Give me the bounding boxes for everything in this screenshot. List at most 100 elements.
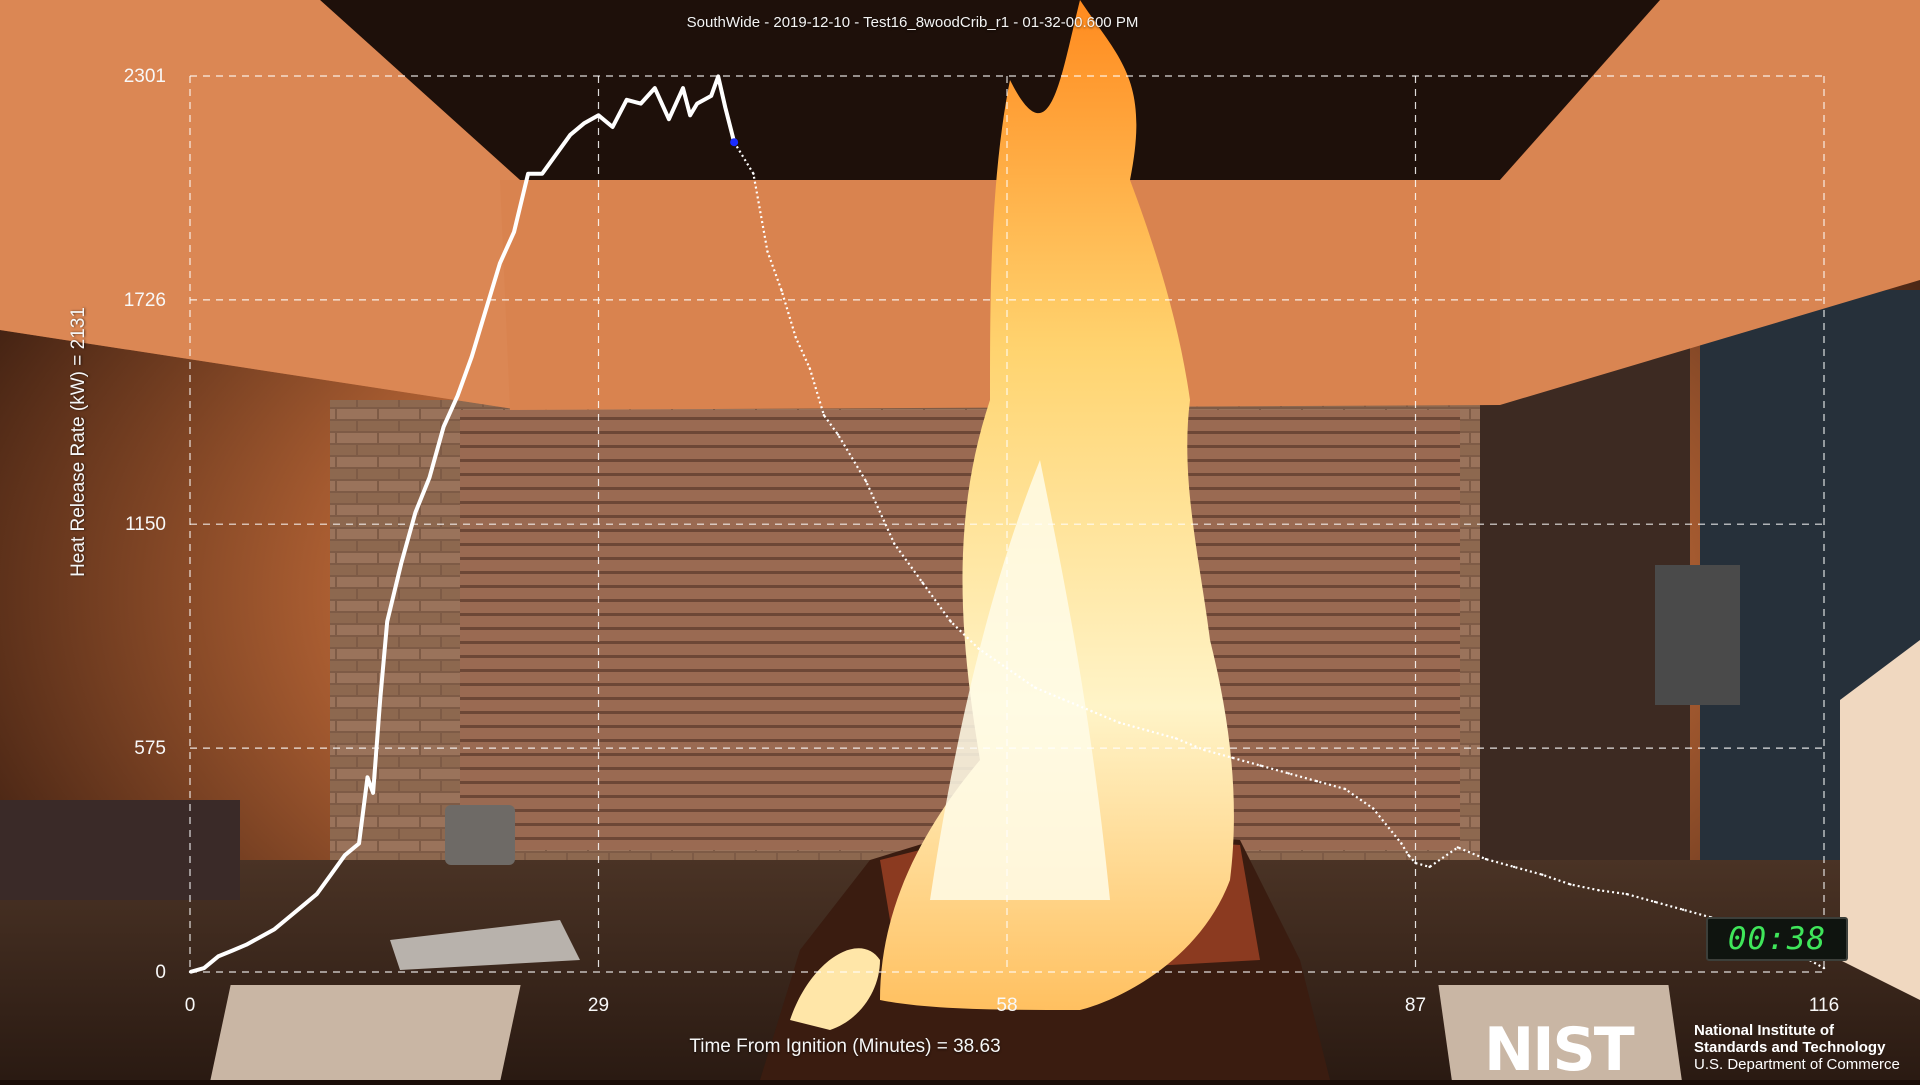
series-0-point-42 (724, 106, 727, 109)
x-tick-label-3: 87 (1405, 995, 1426, 1016)
series-0-point-60 (1118, 721, 1121, 724)
series-0-point-29 (569, 133, 572, 136)
series-0-point-57 (1034, 686, 1037, 689)
series-0-point-81 (1653, 900, 1657, 904)
series-0-point-10 (329, 873, 333, 876)
series-0-point-41 (717, 75, 720, 78)
series-0-point-72 (1414, 861, 1417, 865)
series-0-point-0 (188, 970, 192, 974)
series-0-point-46 (780, 289, 783, 292)
series-0-line-remaining (733, 141, 1825, 970)
series-0-point-5 (259, 935, 262, 939)
series-0-point-71 (1407, 854, 1410, 857)
series-0-point-19 (428, 476, 431, 479)
series-0-point-73 (1428, 865, 1431, 869)
nist-logo-mark: NIST (1484, 1015, 1635, 1085)
series-0-point-11 (343, 854, 347, 857)
series-0-point-7 (287, 916, 290, 919)
series-0-point-16 (386, 620, 389, 623)
chart-title: SouthWide - 2019-12-10 - Test16_8woodCri… (686, 14, 1139, 31)
series-0-point-1 (202, 966, 206, 970)
series-0-point-53 (921, 581, 924, 584)
series-0-point-74 (1456, 846, 1460, 849)
series-0-point-31 (597, 114, 600, 117)
series-0-point-35 (653, 86, 656, 90)
series-0-point-34 (639, 102, 642, 105)
series-0-point-37 (681, 86, 685, 90)
series-0-point-78 (1569, 883, 1572, 886)
nist-logo: NIST National Institute of Standards and… (1484, 1020, 1920, 1080)
series-0-point-66 (1287, 772, 1290, 775)
series-0-point-87 (1822, 966, 1826, 970)
series-0-point-25 (512, 230, 516, 234)
nist-logo-line-2: Standards and Technology (1694, 1039, 1886, 1056)
nist-logo-line-1: National Institute of (1694, 1022, 1834, 1039)
series-0-point-32 (611, 125, 614, 129)
series-0-point-17 (400, 561, 403, 565)
series-0-point-12 (357, 842, 361, 845)
current-value-marker (730, 138, 739, 147)
nist-logo-line-3: U.S. Department of Commerce (1694, 1056, 1900, 1073)
series-0-point-52 (893, 542, 896, 545)
series-0-point-69 (1372, 807, 1375, 810)
series-0-point-38 (688, 114, 692, 117)
series-0-point-80 (1625, 892, 1629, 896)
nist-logo-text: National Institute of Standards and Tech… (1694, 1022, 1900, 1073)
series-0-point-6 (273, 928, 276, 931)
series-0-point-50 (836, 433, 840, 436)
series-0-point-15 (379, 698, 382, 701)
series-0-point-58 (1062, 698, 1065, 701)
series-0-point-56 (1005, 667, 1009, 670)
x-tick-label-2: 58 (996, 995, 1017, 1016)
series-0-point-48 (808, 367, 811, 370)
series-0-point-51 (864, 480, 868, 483)
series-0-point-2 (217, 955, 220, 958)
series-0-point-54 (949, 620, 952, 623)
series-0-line-elapsed (189, 74, 737, 974)
y-tick-label-0: 0 (155, 962, 166, 983)
series-0-point-23 (484, 308, 487, 312)
series-0-point-79 (1597, 889, 1600, 892)
series-0-point-62 (1174, 737, 1178, 740)
series-0-point-67 (1315, 780, 1319, 783)
series-0-point-49 (822, 414, 826, 417)
series-0-point-26 (526, 172, 530, 175)
series-0-point-59 (1090, 709, 1093, 713)
series-0-point-20 (442, 425, 445, 428)
y-axis-label: Heat Release Rate (kW) = 2131 (68, 307, 89, 577)
series-0-point-64 (1231, 756, 1234, 759)
series-0-point-21 (456, 394, 459, 397)
series-0-point-13 (366, 776, 369, 779)
series-0-point-63 (1203, 748, 1206, 752)
series-0-point-75 (1484, 857, 1488, 861)
series-0-point-4 (245, 943, 248, 946)
series-0-point-76 (1512, 865, 1516, 869)
x-tick-label-4: 116 (1809, 995, 1839, 1016)
y-tick-label-3: 1726 (124, 290, 166, 311)
x-tick-label-1: 29 (588, 995, 609, 1016)
series-0-point-3 (231, 949, 234, 952)
series-0-point-70 (1400, 842, 1403, 845)
series-0-point-82 (1681, 908, 1685, 911)
series-0-point-39 (695, 102, 699, 105)
series-0-point-22 (470, 355, 473, 358)
series-0-point-68 (1343, 787, 1347, 791)
series-0-point-28 (555, 153, 558, 156)
series-0-point-27 (541, 172, 544, 175)
series-0-point-9 (315, 892, 318, 896)
series-0-point-8 (301, 904, 304, 907)
series-0-point-24 (498, 262, 502, 265)
y-tick-label-4: 2301 (124, 66, 166, 87)
series-0-point-40 (710, 94, 713, 98)
series-0-point-45 (766, 250, 769, 253)
series-0-point-44 (752, 172, 755, 175)
series-0-point-14 (371, 791, 375, 795)
elapsed-timer-display: 00:38 (1706, 917, 1848, 961)
x-axis-label: Time From Ignition (Minutes) = 38.63 (689, 1036, 1001, 1057)
series-0-point-55 (977, 647, 980, 650)
y-tick-label-2: 1150 (125, 514, 166, 535)
series-0-point-65 (1259, 764, 1262, 767)
series-0-point-77 (1541, 873, 1544, 876)
